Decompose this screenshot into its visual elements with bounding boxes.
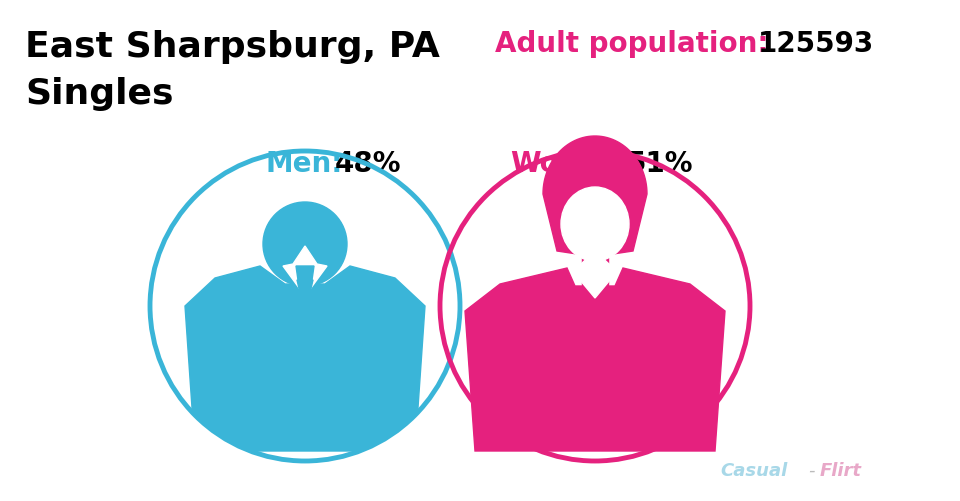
Polygon shape (297, 281, 313, 314)
Polygon shape (582, 257, 608, 292)
Text: 48%: 48% (335, 150, 401, 178)
Text: Flirt: Flirt (820, 461, 862, 479)
Text: Women:: Women: (510, 150, 637, 178)
Polygon shape (543, 137, 647, 255)
Ellipse shape (561, 188, 629, 262)
Text: 51%: 51% (627, 150, 693, 178)
Polygon shape (185, 267, 425, 451)
Circle shape (263, 202, 347, 287)
Polygon shape (283, 246, 327, 297)
Text: Men:: Men: (265, 150, 343, 178)
Text: -: - (808, 461, 814, 479)
Polygon shape (465, 269, 725, 451)
Text: Casual: Casual (720, 461, 787, 479)
Polygon shape (292, 267, 318, 287)
Polygon shape (570, 252, 620, 299)
Polygon shape (296, 267, 314, 281)
Text: East Sharpsburg, PA: East Sharpsburg, PA (25, 30, 440, 64)
Text: Adult population:: Adult population: (495, 30, 769, 58)
Text: 125593: 125593 (758, 30, 875, 58)
Text: Singles: Singles (25, 77, 174, 111)
